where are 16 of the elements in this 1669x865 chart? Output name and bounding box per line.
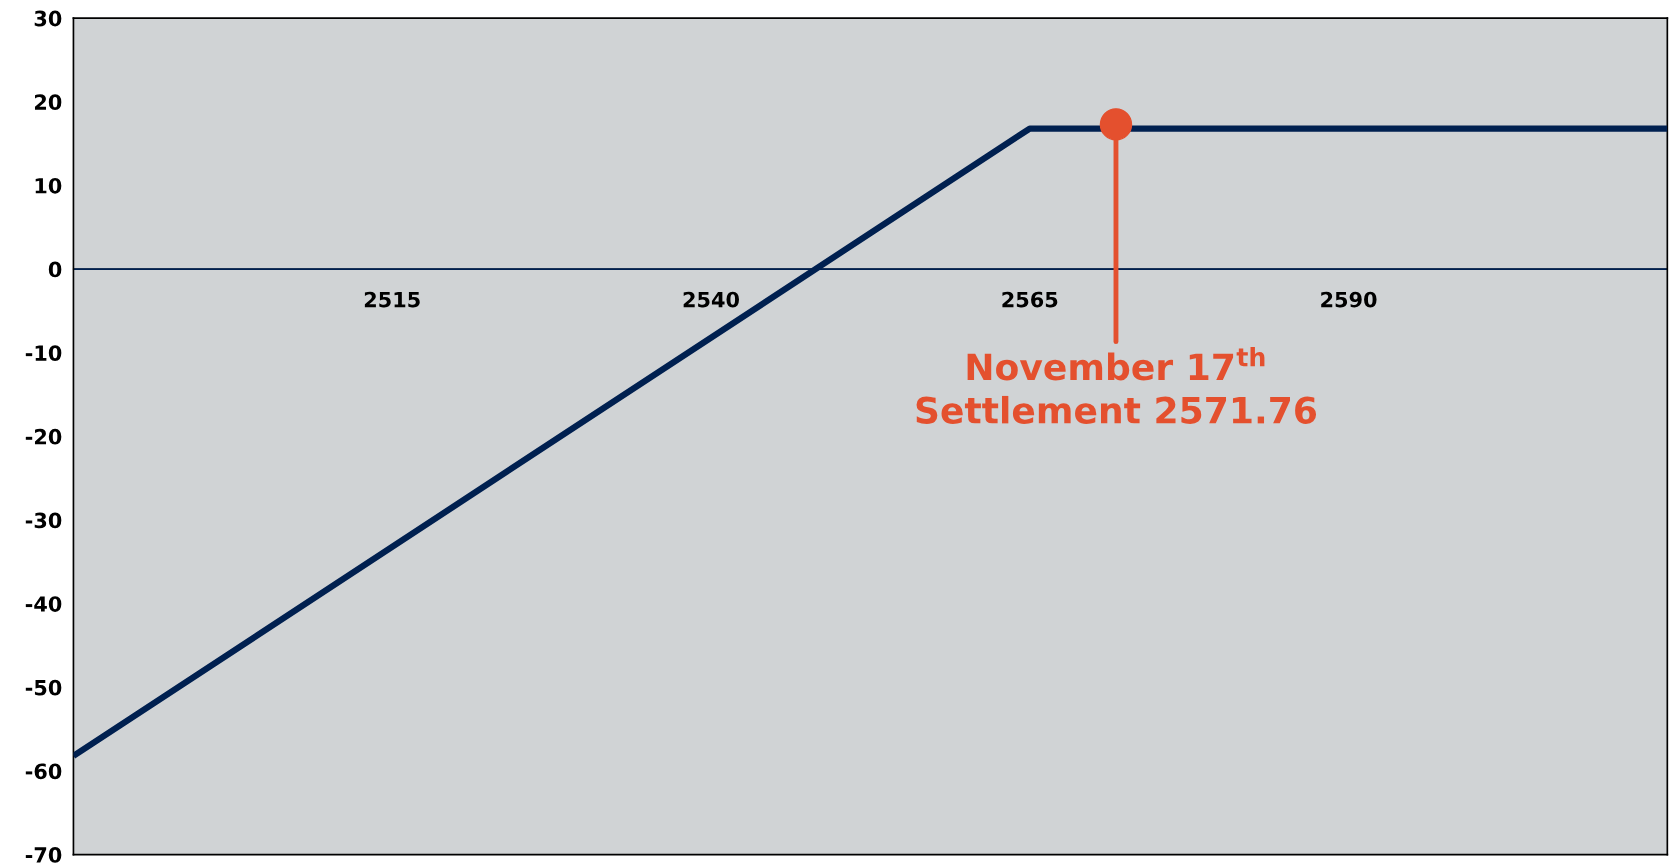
x-tick-label: 2515 [364,291,420,308]
y-tick-label: -50 [25,679,62,696]
y-tick-label: 20 [34,94,62,111]
y-tick-label: -60 [25,763,62,780]
annotation: November 17$^{th}$ Settlement 2571.76 [916,346,1317,424]
y-tick-label: -20 [25,428,62,445]
y-tick-label: -70 [25,847,62,863]
x-tick-label: 2540 [683,291,739,308]
y-tick-label: -30 [25,512,62,529]
y-tick-label: 30 [34,10,62,27]
y-tick-label: -40 [25,596,62,612]
x-tick-label: 2590 [1321,291,1377,308]
y-tick-label: -10 [25,345,62,361]
y-tick-label: 0 [48,261,62,278]
y-tick-label: 10 [35,177,62,194]
x-tick-label: 2565 [1002,291,1058,308]
